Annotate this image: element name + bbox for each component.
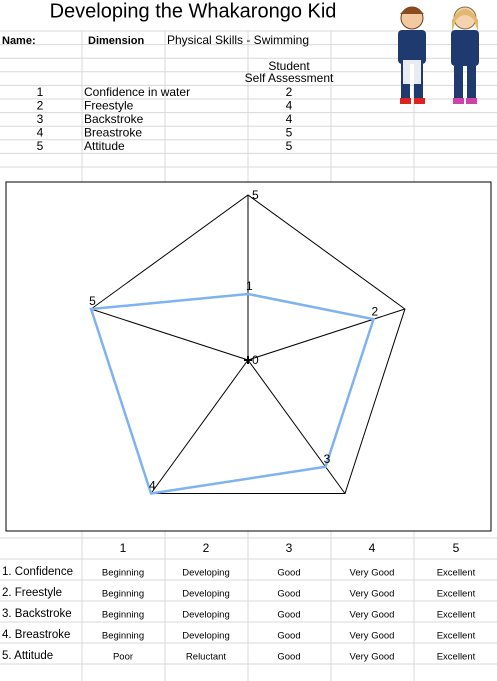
axis-spoke: [247, 359, 346, 494]
rubric-cell: Excellent: [437, 568, 476, 579]
item-number: 2: [37, 99, 44, 113]
item-skill: Confidence in water: [84, 85, 190, 99]
data-line: [89, 292, 376, 495]
item-skill: Backstroke: [84, 112, 144, 126]
column-header: Student: [268, 59, 310, 73]
rubric-cell: Very Good: [350, 589, 395, 600]
item-score: 2: [286, 85, 293, 99]
rubric-cell: Developing: [182, 589, 230, 600]
title: Developing the Whakarongo Kid: [50, 0, 337, 22]
rubric-cell: Good: [277, 568, 300, 579]
axis-spoke: [90, 308, 249, 361]
rubric-cell: Excellent: [437, 631, 476, 642]
rubric-cell: Good: [277, 589, 300, 600]
rubric-cell: Beginning: [102, 589, 144, 600]
item-skill: Breastroke: [84, 126, 142, 140]
axis-tick-label: 0: [252, 353, 259, 367]
rubric-cell: Excellent: [437, 652, 476, 663]
rubric-cell: Beginning: [102, 631, 144, 642]
rubric-cell: Very Good: [350, 631, 395, 642]
level-header: 1: [120, 541, 127, 555]
category-label: 4: [149, 479, 156, 493]
level-header: 4: [369, 541, 376, 555]
rubric-cell: Beginning: [102, 568, 144, 579]
rubric-cell: Excellent: [437, 589, 476, 600]
rubric-cell: Good: [277, 610, 300, 621]
name-label: Name:: [2, 35, 36, 47]
rubric-cell: Good: [277, 652, 300, 663]
rubric-cell: Poor: [113, 652, 133, 663]
category-label: 3: [324, 452, 331, 466]
rubric-cell: Beginning: [102, 610, 144, 621]
level-header: 5: [453, 541, 460, 555]
rubric-cell: Developing: [182, 568, 230, 579]
item-skill: Attitude: [84, 139, 125, 153]
rubric-cell: Very Good: [350, 652, 395, 663]
rubric-cell: Excellent: [437, 610, 476, 621]
axis-spoke: [247, 308, 406, 361]
rubric-cell: Very Good: [350, 610, 395, 621]
rubric-cell: Developing: [182, 610, 230, 621]
item-score: 5: [286, 139, 293, 153]
rubric-cell: Reluctant: [186, 652, 226, 663]
item-skill: Freestyle: [84, 99, 134, 113]
axis-spoke: [150, 359, 249, 494]
grid-line: [90, 194, 406, 494]
category-label: 1: [246, 279, 253, 293]
axis-tick-label: 5: [252, 188, 259, 202]
dimension-label: Dimension: [88, 35, 145, 47]
rubric-row-label: 5. Attitude: [2, 650, 53, 662]
column-header: Self Assessment: [245, 71, 334, 85]
center-mark: [244, 356, 252, 364]
category-label: 5: [89, 294, 96, 308]
dimension: Physical Skills - Swimming: [167, 33, 309, 47]
kids-illustration: [398, 6, 479, 104]
item-number: 4: [37, 126, 44, 140]
item-number: 1: [37, 85, 44, 99]
item-number: 5: [37, 139, 44, 153]
item-score: 5: [286, 126, 293, 140]
rubric-row-label: 4. Breastroke: [2, 629, 70, 641]
item-number: 3: [37, 112, 44, 126]
rubric-cell: Very Good: [350, 568, 395, 579]
rubric-row-label: 3. Backstroke: [2, 608, 72, 620]
rubric-row-label: 2. Freestyle: [2, 587, 62, 599]
rubric-cell: Developing: [182, 631, 230, 642]
item-score: 4: [286, 112, 293, 126]
rubric-row-label: 1. Confidence: [2, 566, 73, 578]
level-header: 3: [286, 541, 293, 555]
level-header: 2: [203, 541, 210, 555]
category-label: 2: [372, 304, 379, 318]
rubric-cell: Good: [277, 631, 300, 642]
item-score: 4: [286, 99, 293, 113]
